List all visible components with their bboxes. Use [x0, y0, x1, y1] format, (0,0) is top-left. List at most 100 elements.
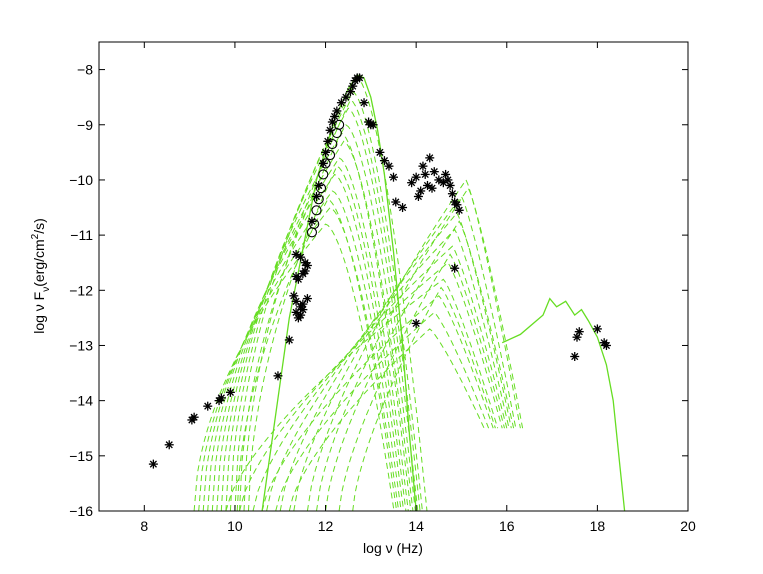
data-point-asterisk: [416, 186, 426, 196]
data-point-asterisk: [447, 189, 457, 199]
model-ssc-dashed-curve: [252, 245, 508, 511]
model-ssc-dashed-curve: [275, 311, 490, 511]
data-point-asterisk: [203, 401, 213, 411]
data-point-asterisk: [341, 92, 351, 102]
x-tick-label: 12: [318, 518, 334, 534]
data-point-asterisk: [302, 294, 312, 304]
model-sync-dashed-curve: [236, 198, 398, 511]
y-tick-label: −15: [69, 448, 93, 464]
model-ssc-dashed-curve: [239, 261, 503, 511]
data-point-asterisk: [189, 412, 199, 422]
data-point-asterisk: [225, 387, 235, 397]
y-axis-label: log ν Fν(erg/cm2/s): [30, 218, 52, 334]
data-point-asterisk: [570, 352, 580, 362]
data-point-asterisk: [148, 459, 158, 469]
model-ssc-dashed-curve: [266, 228, 510, 511]
data-points: [148, 73, 611, 469]
y-label-unit-close: /s): [31, 218, 47, 234]
x-tick-label: 20: [680, 518, 696, 534]
data-point-asterisk: [307, 216, 317, 226]
data-point-asterisk: [425, 153, 435, 163]
model-solid-curve: [501, 297, 626, 511]
model-solid-curve: [261, 74, 417, 511]
y-label-sup: 2: [30, 233, 41, 239]
data-point-asterisk: [601, 340, 611, 350]
data-point-asterisk: [592, 324, 602, 334]
y-tick-label: −13: [69, 337, 93, 353]
x-tick-label: 8: [140, 518, 148, 534]
data-point-asterisk: [273, 371, 283, 381]
data-point-circle: [320, 158, 331, 169]
y-tick-label: −8: [77, 62, 93, 78]
model-sync-dashed-curve: [225, 107, 419, 511]
data-point-asterisk: [434, 175, 444, 185]
model-sync-dashed-curve: [193, 223, 395, 511]
data-point-asterisk: [300, 266, 310, 276]
data-point-asterisk: [420, 169, 430, 179]
data-point-asterisk: [398, 203, 408, 213]
model-sync-dashed-curve: [211, 157, 409, 511]
data-point-asterisk: [445, 180, 455, 190]
data-point-circle: [315, 183, 327, 194]
data-point-asterisk: [296, 252, 306, 262]
data-point-circle: [325, 150, 336, 161]
y-tick-label: −12: [69, 282, 93, 298]
data-point-asterisk: [411, 318, 421, 328]
data-point-asterisk: [359, 98, 369, 108]
model-solid-curves: [261, 74, 626, 511]
data-point-asterisk: [164, 440, 174, 450]
data-point-asterisk: [384, 161, 394, 171]
x-tick-label: 10: [227, 518, 243, 534]
data-point-circle: [334, 119, 345, 130]
model-ssc-dashed-curve: [279, 212, 512, 511]
data-point-asterisk: [379, 156, 389, 166]
y-label-main: log ν F: [31, 292, 47, 334]
data-point-asterisk: [429, 167, 439, 177]
data-point-asterisk: [427, 183, 437, 193]
model-ssc-dashed-curve: [325, 220, 515, 511]
data-point-asterisk: [323, 136, 333, 146]
data-point-asterisk: [411, 172, 421, 182]
model-ssc-dashed-curve: [225, 278, 499, 511]
y-label-sub: ν: [41, 287, 52, 292]
model-ssc-dashed-curve: [293, 195, 517, 511]
x-tick-label: 18: [590, 518, 606, 534]
data-point-asterisk: [438, 178, 448, 188]
data-point-circle: [327, 139, 338, 150]
x-tick-label: 14: [408, 518, 424, 534]
data-point-asterisk: [375, 147, 385, 157]
data-point-asterisk: [293, 274, 303, 284]
data-point-circle: [313, 194, 324, 205]
data-point-asterisk: [454, 205, 464, 215]
data-point-asterisk: [291, 249, 301, 259]
y-tick-label: −10: [69, 172, 93, 188]
plot-background: [99, 42, 688, 511]
model-sync-dashed-curve: [202, 190, 402, 511]
data-point-asterisk: [216, 393, 226, 403]
model-ssc-dashed-curve: [316, 187, 524, 511]
data-point-asterisk: [368, 120, 378, 130]
data-point-asterisk: [407, 178, 417, 188]
data-point-asterisk: [389, 172, 398, 182]
plot-frame: [98, 41, 689, 512]
model-ssc-dashed-curve: [261, 295, 494, 511]
data-point-asterisk: [391, 197, 401, 207]
x-axis-label: log ν (Hz): [363, 540, 423, 556]
data-point-asterisk: [284, 335, 294, 345]
y-tick-label: −16: [69, 503, 93, 519]
model-ssc-dashed-curve: [338, 253, 505, 511]
data-point-asterisk: [574, 327, 584, 337]
data-point-asterisk: [422, 180, 432, 190]
x-tick-label: 16: [499, 518, 515, 534]
y-tick-label: −11: [70, 227, 93, 243]
model-sync-dashed-curve: [234, 77, 428, 511]
data-point-asterisk: [311, 191, 321, 201]
y-tick-label: −9: [77, 117, 93, 133]
data-point-circle: [311, 205, 322, 216]
model-sync-dashed-curve: [229, 90, 423, 511]
data-point-asterisk: [418, 161, 428, 171]
data-point-asterisk: [355, 73, 365, 83]
data-point-asterisk: [318, 158, 328, 168]
model-sync-dashed-curve: [198, 206, 400, 511]
